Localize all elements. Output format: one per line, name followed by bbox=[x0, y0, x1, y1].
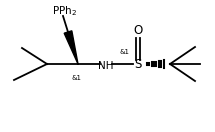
Text: O: O bbox=[133, 23, 143, 37]
Text: PPh$_2$: PPh$_2$ bbox=[52, 4, 77, 18]
Text: S: S bbox=[134, 58, 142, 70]
Text: NH: NH bbox=[98, 61, 114, 71]
Polygon shape bbox=[64, 31, 78, 64]
Text: &1: &1 bbox=[71, 75, 81, 81]
Text: &1: &1 bbox=[119, 49, 129, 55]
